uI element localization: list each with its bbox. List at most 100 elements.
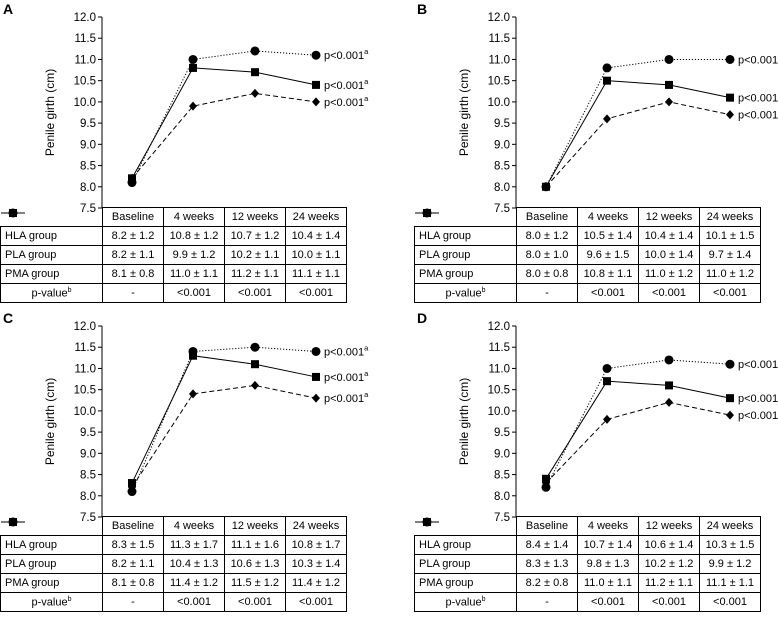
series-hla-group bbox=[542, 377, 734, 483]
table-cell: 11.1 ± 1.1 bbox=[285, 264, 347, 284]
table-cell: 11.0 ± 1.1 bbox=[163, 264, 225, 284]
series-hla-group bbox=[542, 76, 734, 191]
row-label: PMA group bbox=[414, 517, 517, 593]
table-row: HLA group 8.2 ± 1.2 10.8 ± 1.2 10.7 ± 1.2 10… bbox=[0, 208, 347, 246]
table-row: PLA group 8.2 ± 1.1 9.9 ± 1.2 10.2 ± 1.1 10.… bbox=[0, 208, 347, 265]
y-tick-label: 11.0 bbox=[488, 363, 510, 375]
series-hla-group bbox=[128, 63, 320, 183]
y-axis-label: Penile girth (cm) bbox=[457, 69, 471, 156]
pvalue-cell: <0.001 bbox=[577, 283, 639, 303]
pvalue-cell: <0.001 bbox=[163, 592, 225, 612]
data-point bbox=[665, 97, 673, 107]
column-header: Baseline bbox=[102, 516, 164, 536]
data-point bbox=[311, 346, 321, 356]
series-line bbox=[131, 346, 317, 492]
data-point bbox=[541, 482, 551, 492]
y-axis-label: Penile girth (cm) bbox=[43, 69, 57, 156]
series-line bbox=[545, 359, 731, 488]
table-cell: 10.1 ± 1.5 bbox=[699, 226, 761, 246]
data-table: Baseline 4 weeks 12 weeks 24 weeks HLA group… bbox=[0, 207, 347, 303]
series-line bbox=[545, 401, 731, 484]
data-point bbox=[312, 97, 320, 107]
data-point bbox=[311, 50, 321, 60]
table-cell: 8.0 ± 1.0 bbox=[516, 245, 578, 265]
data-point bbox=[603, 114, 611, 124]
table-row: PMA group 8.0 ± 0.8 10.8 ± 1.1 11.0 ± 1.2 11… bbox=[414, 208, 761, 284]
table-cell: 11.1 ± 1.1 bbox=[699, 573, 761, 593]
y-axis-label: Penile girth (cm) bbox=[457, 378, 471, 465]
y-tick-label: 11.0 bbox=[74, 363, 96, 375]
y-tick-label: 9.0 bbox=[80, 448, 96, 460]
y-tick-label: 8.0 bbox=[494, 491, 510, 503]
pvalue-row: p-valueb - <0.001 <0.001 <0.001 bbox=[414, 592, 761, 612]
table-cell: 10.4 ± 1.4 bbox=[285, 226, 347, 246]
series-hla-group bbox=[128, 351, 320, 488]
y-tick-label: 10.0 bbox=[488, 97, 510, 109]
series-line bbox=[131, 384, 317, 488]
chart-svg: B7.58.08.59.09.510.010.511.011.512.0Peni… bbox=[417, 1, 778, 215]
table-row: HLA group 8.0 ± 1.2 10.5 ± 1.4 10.4 ± 1.4 10… bbox=[414, 208, 761, 246]
y-tick-label: 11.0 bbox=[488, 54, 510, 66]
table-row: PLA group 8.2 ± 1.1 10.4 ± 1.3 10.6 ± 1.3 10… bbox=[0, 517, 347, 574]
chart-panel-a: A 7.5 8.0 8.5 9.0 9.5 10.0 10.5 11.0 11.5 12.0 Peni… bbox=[0, 0, 389, 309]
table-cell: 11.0 ± 1.2 bbox=[699, 264, 761, 284]
pvalue-cell: <0.001 bbox=[285, 283, 347, 303]
data-table: Baseline 4 weeks 12 weeks 24 weeks HLA group… bbox=[414, 207, 761, 303]
data-point bbox=[541, 182, 551, 192]
data-table: Baseline 4 weeks 12 weeks 24 weeks HLA group… bbox=[0, 516, 347, 612]
pvalue-row: p-valueb - <0.001 <0.001 <0.001 bbox=[414, 283, 761, 303]
data-point bbox=[188, 54, 198, 64]
data-point bbox=[603, 377, 611, 386]
column-header: 4 weeks bbox=[577, 516, 639, 536]
row-label-text: PMA group bbox=[5, 577, 60, 589]
table-cell: 10.0 ± 1.1 bbox=[285, 245, 347, 265]
data-point bbox=[665, 80, 673, 89]
y-tick-label: 8.5 bbox=[494, 470, 510, 482]
row-label: PLA group bbox=[0, 208, 103, 265]
y-tick-label: 10.0 bbox=[74, 406, 96, 418]
pvalue-label: p-valueb bbox=[0, 592, 103, 612]
y-tick-label: 8.5 bbox=[80, 470, 96, 482]
table-row: PMA group 8.1 ± 0.8 11.0 ± 1.1 11.2 ± 1.1 11… bbox=[0, 208, 347, 284]
table-cell: 10.5 ± 1.4 bbox=[577, 226, 639, 246]
chart-panel-c: C 7.5 8.0 8.5 9.0 9.5 10.0 10.5 11.0 11.5 12.0 Peni… bbox=[0, 309, 389, 618]
table-cell: 8.4 ± 1.4 bbox=[516, 535, 578, 555]
series-line bbox=[545, 58, 730, 188]
table-cell: 11.0 ± 1.2 bbox=[638, 264, 700, 284]
table-cell: 8.3 ± 1.5 bbox=[102, 535, 164, 555]
data-point bbox=[127, 178, 137, 188]
row-label-text: PLA group bbox=[5, 558, 57, 570]
y-tick-label: 12.0 bbox=[74, 321, 96, 333]
panel-label: A bbox=[3, 1, 13, 17]
series-annotation: p<0.001a bbox=[324, 390, 369, 405]
series-pma-group bbox=[541, 54, 735, 192]
series-line bbox=[131, 67, 317, 179]
table-cell: 10.4 ± 1.4 bbox=[638, 226, 700, 246]
pvalue-cell: - bbox=[516, 592, 578, 612]
pvalue-cell: <0.001 bbox=[699, 283, 761, 303]
column-header: 12 weeks bbox=[224, 516, 286, 536]
table-cell: 8.0 ± 0.8 bbox=[516, 264, 578, 284]
series-line bbox=[545, 101, 731, 188]
y-tick-label: 9.5 bbox=[80, 118, 96, 130]
y-axis-label: Penile girth (cm) bbox=[43, 378, 57, 465]
panel-label: B bbox=[417, 1, 427, 17]
series-annotation: p<0.001a bbox=[738, 90, 778, 105]
y-tick-label: 8.0 bbox=[80, 491, 96, 503]
y-tick-label: 9.0 bbox=[80, 139, 96, 151]
data-point bbox=[664, 355, 674, 365]
chart-panel-d: D 7.5 8.0 8.5 9.0 9.5 10.0 10.5 11.0 11.5 12.0 Peni… bbox=[414, 309, 778, 618]
row-label: HLA group bbox=[0, 517, 103, 555]
table-row: PLA group 8.3 ± 1.3 9.8 ± 1.3 10.2 ± 1.2 9.9… bbox=[414, 517, 761, 574]
y-tick-label: 9.0 bbox=[494, 139, 510, 151]
data-point bbox=[251, 380, 259, 390]
y-tick-label: 9.0 bbox=[494, 448, 510, 460]
y-tick-label: 8.5 bbox=[494, 161, 510, 173]
table-cell: 10.4 ± 1.3 bbox=[163, 554, 225, 574]
data-point bbox=[251, 68, 259, 77]
panel-label: C bbox=[3, 310, 13, 326]
row-label-text: PMA group bbox=[419, 577, 474, 589]
table-cell: 11.2 ± 1.1 bbox=[638, 573, 700, 593]
y-tick-label: 10.5 bbox=[74, 385, 96, 397]
column-header: 24 weeks bbox=[699, 516, 761, 536]
